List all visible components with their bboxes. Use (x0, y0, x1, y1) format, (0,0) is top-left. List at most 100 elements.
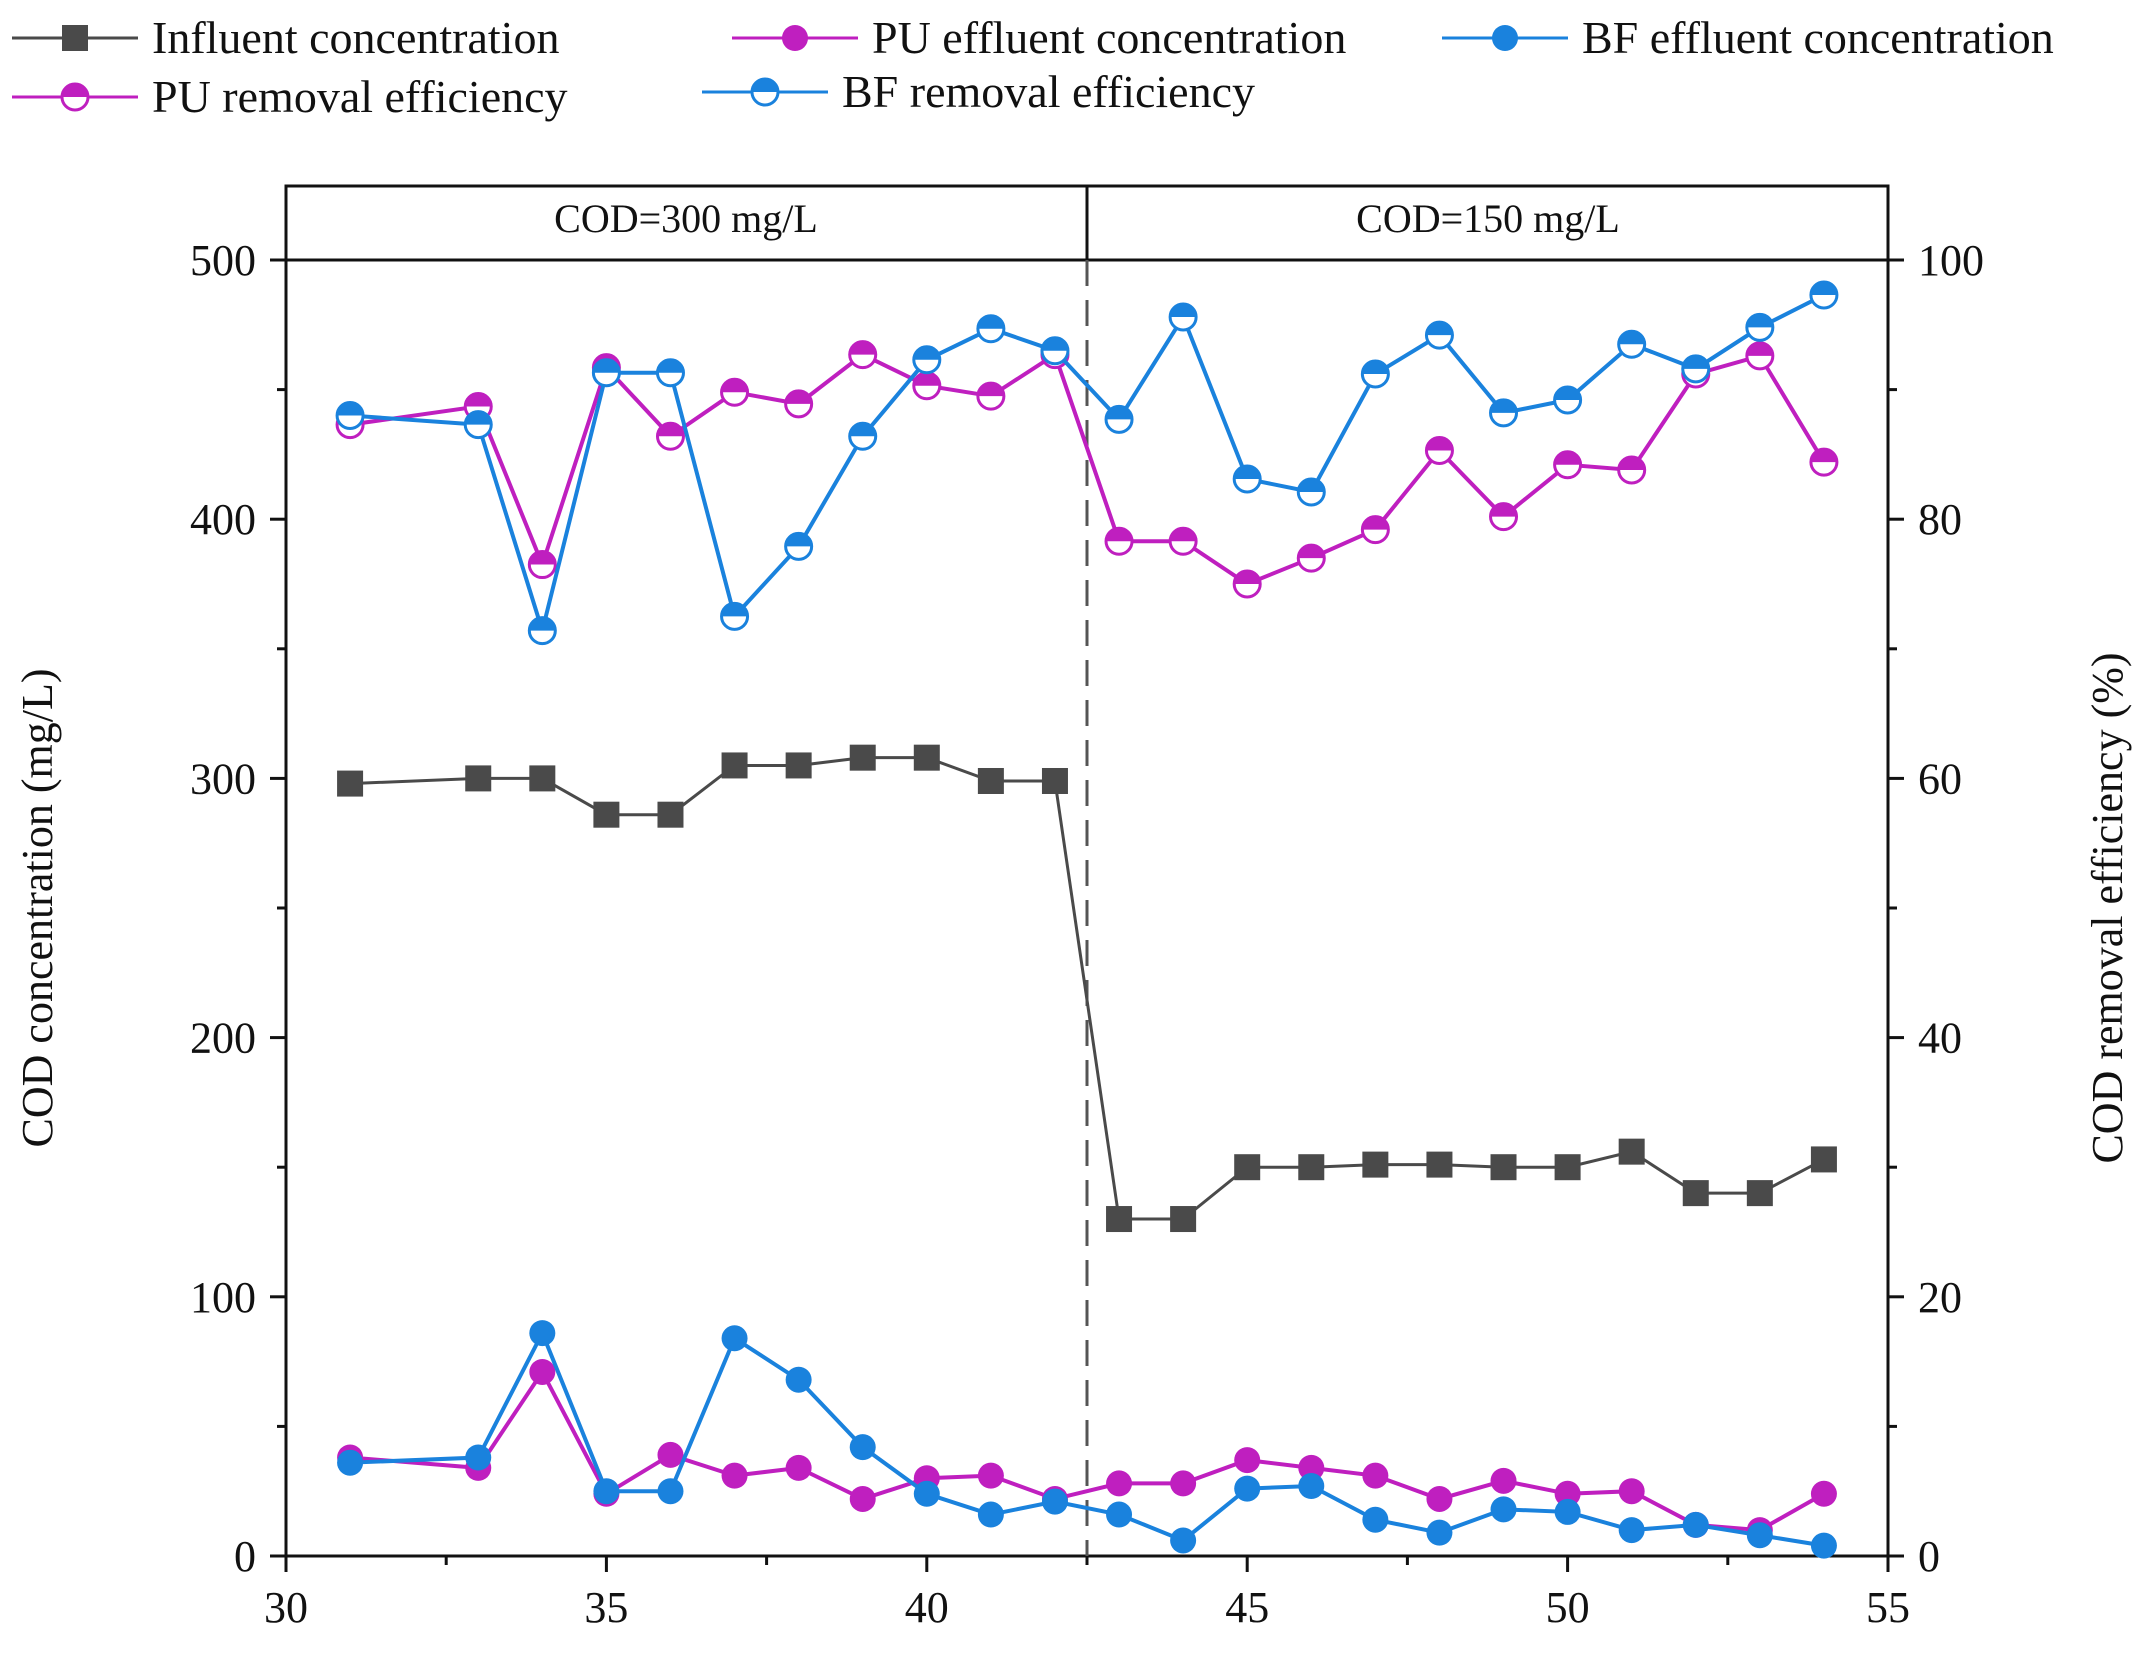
left-axis-ticks: 0 100 200 300 400 500 (190, 236, 286, 1581)
bf-removal-efficiency-point (527, 616, 557, 646)
pu-removal-efficiency-point-fill (721, 379, 748, 393)
right-axis-title: COD removal efficiency (%) (2083, 652, 2132, 1163)
right-tick-label: 60 (1918, 754, 1962, 803)
pu-removal-efficiency-point (1489, 502, 1519, 532)
pu-effluent-concentration-point (529, 1358, 556, 1385)
bf-removal-efficiency-point-fill (977, 315, 1004, 329)
influent-concentration-point (337, 770, 364, 797)
bf-removal-efficiency-point (1681, 354, 1711, 384)
pu-removal-efficiency-point (1745, 341, 1775, 371)
x-tick-label: 45 (1225, 1583, 1269, 1632)
left-tick-label: 0 (234, 1532, 256, 1581)
influent-concentration-point (913, 744, 940, 771)
bf-removal-efficiency-point-fill (657, 359, 684, 373)
phase-header: COD=300 mg/L COD=150 mg/L (284, 184, 1890, 262)
pu-removal-efficiency-point (1360, 515, 1390, 545)
bf-removal-efficiency-point (848, 421, 878, 451)
legend-swatch-marker-fill (62, 84, 88, 97)
series-layer (335, 280, 1839, 1559)
left-tick-label: 400 (190, 495, 256, 544)
pu-effluent-concentration-point (1554, 1480, 1581, 1507)
bf-effluent-concentration-point (1554, 1498, 1581, 1525)
legend-label: BF effluent concentration (1582, 12, 2054, 63)
pu-removal-efficiency-point (655, 421, 685, 451)
pu-effluent-concentration-point (1298, 1454, 1325, 1481)
pu-effluent-concentration-point (657, 1441, 684, 1468)
bf-removal-efficiency-point-fill (1554, 386, 1581, 400)
right-tick-label: 0 (1918, 1532, 1940, 1581)
bf-removal-efficiency-point-fill (593, 359, 620, 373)
influent-concentration-point (1746, 1180, 1773, 1207)
pu-removal-efficiency-point (527, 550, 557, 580)
pu-removal-efficiency-point-fill (529, 551, 556, 565)
pu-removal-efficiency-point-fill (849, 341, 876, 355)
pu-removal-efficiency-point (784, 389, 814, 419)
bf-removal-efficiency-point (463, 410, 493, 440)
pu-removal-efficiency-point-fill (1554, 451, 1581, 465)
left-tick-label: 200 (190, 1014, 256, 1063)
phase-label-150: COD=150 mg/L (1356, 196, 1620, 241)
legend-item: Influent concentration (12, 12, 559, 63)
pu-removal-efficiency-point-fill (657, 423, 684, 437)
legend-label: Influent concentration (152, 12, 559, 63)
bf-effluent-concentration-point (337, 1449, 364, 1476)
pu-removal-efficiency-point (1424, 436, 1454, 466)
influent-concentration-point (1106, 1206, 1133, 1233)
legend-swatch-marker (62, 25, 88, 51)
bf-effluent-concentration-point (1490, 1496, 1517, 1523)
legend-swatch-marker (782, 25, 808, 51)
legend-item: BF removal efficiency (702, 66, 1255, 117)
influent-concentration-point (1170, 1206, 1197, 1233)
bf-removal-efficiency-point-fill (1298, 478, 1325, 492)
legend-swatch-marker (1492, 25, 1518, 51)
bf-removal-efficiency-point-fill (1810, 281, 1837, 295)
pu-removal-efficiency-point (1553, 450, 1583, 480)
influent-concentration-point (1810, 1146, 1837, 1173)
bf-effluent-concentration-point (1810, 1532, 1837, 1559)
pu-removal-efficiency-point-fill (1490, 503, 1517, 517)
bf-removal-efficiency-point-fill (1234, 466, 1261, 480)
influent-concentration-point (1298, 1154, 1325, 1181)
bf-removal-efficiency-point (1424, 320, 1454, 350)
influent-concentration-point (1554, 1154, 1581, 1181)
bf-removal-efficiency-point-fill (849, 423, 876, 437)
x-tick-label: 35 (584, 1583, 628, 1632)
bf-removal-efficiency-point (591, 358, 621, 388)
pu-removal-efficiency-point-fill (1810, 449, 1837, 463)
x-tick-label: 55 (1866, 1583, 1910, 1632)
bf-effluent-concentration-point (785, 1366, 812, 1393)
x-tick-label: 50 (1546, 1583, 1590, 1632)
bf-effluent-concentration-point (1618, 1517, 1645, 1544)
pu-effluent-concentration-point (1618, 1478, 1645, 1505)
bf-effluent-concentration-point (465, 1444, 492, 1471)
phase-label-300: COD=300 mg/L (554, 196, 818, 241)
bf-removal-efficiency-point-fill (1426, 322, 1453, 336)
influent-concentration-point (1618, 1138, 1645, 1165)
pu-effluent-concentration-point (1426, 1485, 1453, 1512)
influent-concentration-point (529, 765, 556, 792)
left-tick-label: 300 (190, 754, 256, 803)
bf-removal-efficiency-point-fill (913, 346, 940, 360)
right-axis-ticks: 0 20 40 60 80 100 (1888, 236, 1984, 1581)
bf-removal-efficiency-point (1232, 464, 1262, 494)
bf-effluent-concentration-point (1041, 1488, 1068, 1515)
bf-effluent-concentration-point (1170, 1527, 1197, 1554)
bf-removal-efficiency-point (912, 345, 942, 375)
influent-concentration-point (465, 765, 492, 792)
right-tick-label: 40 (1918, 1014, 1962, 1063)
bf-effluent-concentration-point (1426, 1519, 1453, 1546)
pu-removal-efficiency-point-fill (1234, 571, 1261, 584)
pu-removal-efficiency-point-fill (1618, 456, 1645, 470)
bf-removal-efficiency-point (1296, 477, 1326, 507)
bf-effluent-concentration-point (1234, 1475, 1261, 1502)
pu-removal-efficiency-point (976, 381, 1006, 411)
bf-removal-efficiency-point (1168, 302, 1198, 332)
bf-removal-efficiency-point-fill (465, 411, 492, 425)
legend-swatch-marker-fill (752, 79, 778, 92)
pu-effluent-concentration-point (1490, 1467, 1517, 1494)
influent-concentration-point (1041, 767, 1068, 794)
bf-removal-efficiency-point-fill (1618, 331, 1645, 345)
series-bf-removal-efficiency (335, 280, 1839, 646)
pu-removal-efficiency-point-fill (913, 372, 940, 386)
pu-removal-efficiency-point (1617, 455, 1647, 485)
